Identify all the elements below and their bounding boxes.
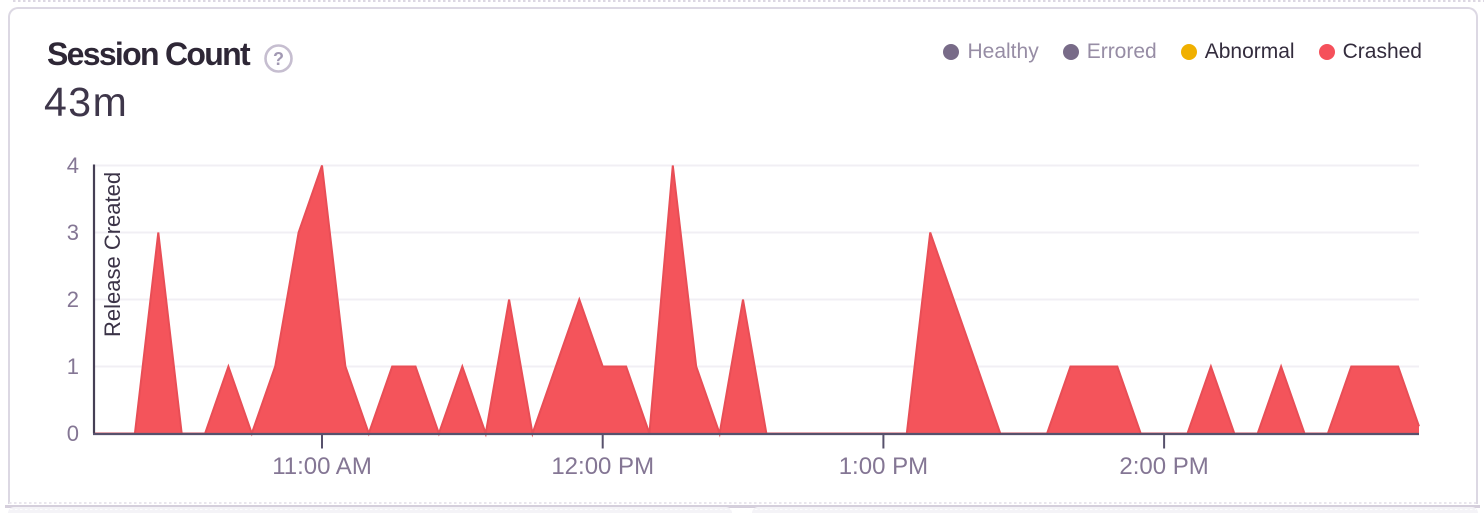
svg-text:4: 4 <box>67 153 79 178</box>
svg-text:1: 1 <box>67 354 79 379</box>
svg-text:?: ? <box>273 49 284 69</box>
svg-text:12:00 PM: 12:00 PM <box>551 453 654 480</box>
svg-text:Release Created: Release Created <box>100 172 125 337</box>
svg-text:0: 0 <box>67 421 79 446</box>
svg-text:11:00 AM: 11:00 AM <box>272 453 372 480</box>
svg-text:2:00 PM: 2:00 PM <box>1119 453 1208 480</box>
svg-text:1:00 PM: 1:00 PM <box>839 453 928 480</box>
svg-text:2: 2 <box>67 287 79 312</box>
svg-text:3: 3 <box>67 220 79 245</box>
